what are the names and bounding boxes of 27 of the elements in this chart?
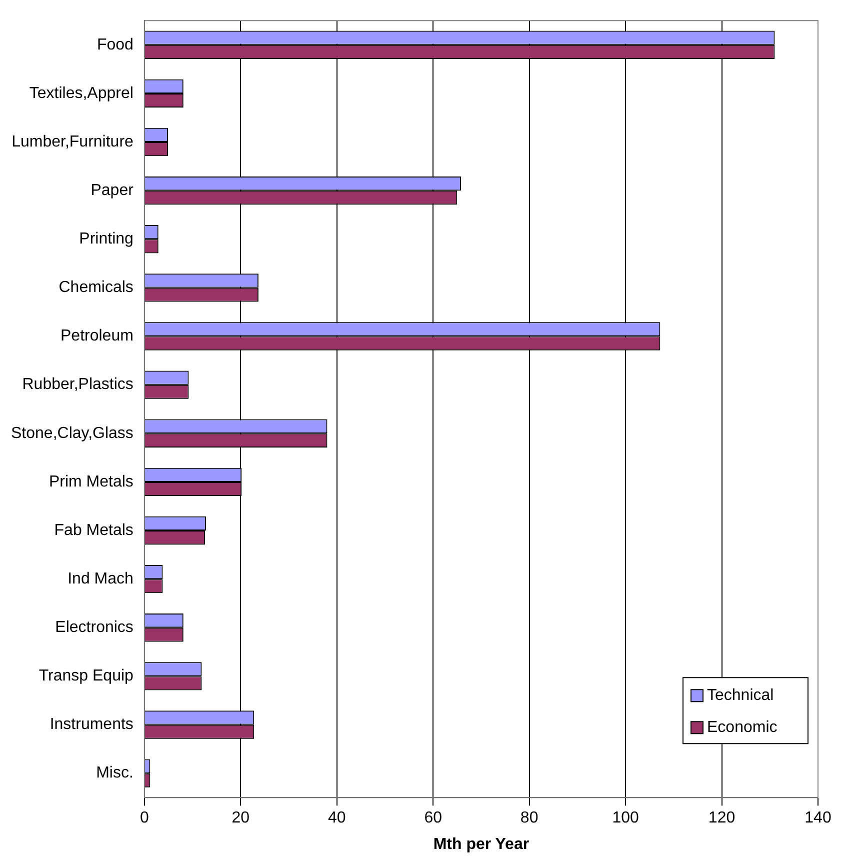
y-tick-label: Printing <box>79 230 134 248</box>
x-tick-label: 100 <box>612 810 639 827</box>
y-tick-label: Instruments <box>50 716 134 734</box>
y-tick-label: Transp Equip <box>38 668 134 685</box>
y-tick-label: Chemicals <box>58 279 134 296</box>
legend-label: Economic <box>707 719 778 736</box>
y-tick-label: Textiles,Apprel <box>29 84 134 102</box>
y-tick-label: Electronics <box>55 619 134 636</box>
x-tick-label: 0 <box>140 810 149 827</box>
x-tick-label: 80 <box>520 810 538 827</box>
x-tick-label: 120 <box>708 810 736 827</box>
x-tick-label: 40 <box>328 810 346 827</box>
x-tick-label: 140 <box>804 810 832 827</box>
y-tick-label: Prim Metals <box>48 473 134 490</box>
y-tick-label: Stone,Clay,Glass <box>11 424 134 442</box>
x-tick-label: 60 <box>424 810 442 827</box>
y-tick-label: Rubber,Plastics <box>22 376 134 394</box>
y-tick-label: Lumber,Furniture <box>12 133 134 150</box>
y-tick-label: Ind Mach <box>68 570 134 588</box>
y-tick-label: Petroleum <box>60 328 134 345</box>
legend-label: Technical <box>707 687 774 704</box>
y-tick-label: Misc. <box>96 764 134 782</box>
y-tick-label: Food <box>96 36 134 54</box>
x-tick-label: 20 <box>232 810 250 827</box>
x-axis-title: Mth per Year <box>433 836 530 853</box>
y-tick-label: Paper <box>90 182 134 199</box>
y-tick-label: Fab Metals <box>54 522 134 539</box>
